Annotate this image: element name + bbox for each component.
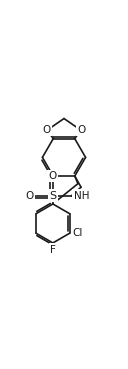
Text: O: O [78,125,86,135]
Text: O: O [26,191,34,201]
Text: O: O [42,125,50,135]
Text: NH: NH [74,191,89,201]
Text: S: S [49,191,56,201]
Text: F: F [50,245,56,255]
Text: Cl: Cl [72,228,83,238]
Text: O: O [49,171,57,181]
